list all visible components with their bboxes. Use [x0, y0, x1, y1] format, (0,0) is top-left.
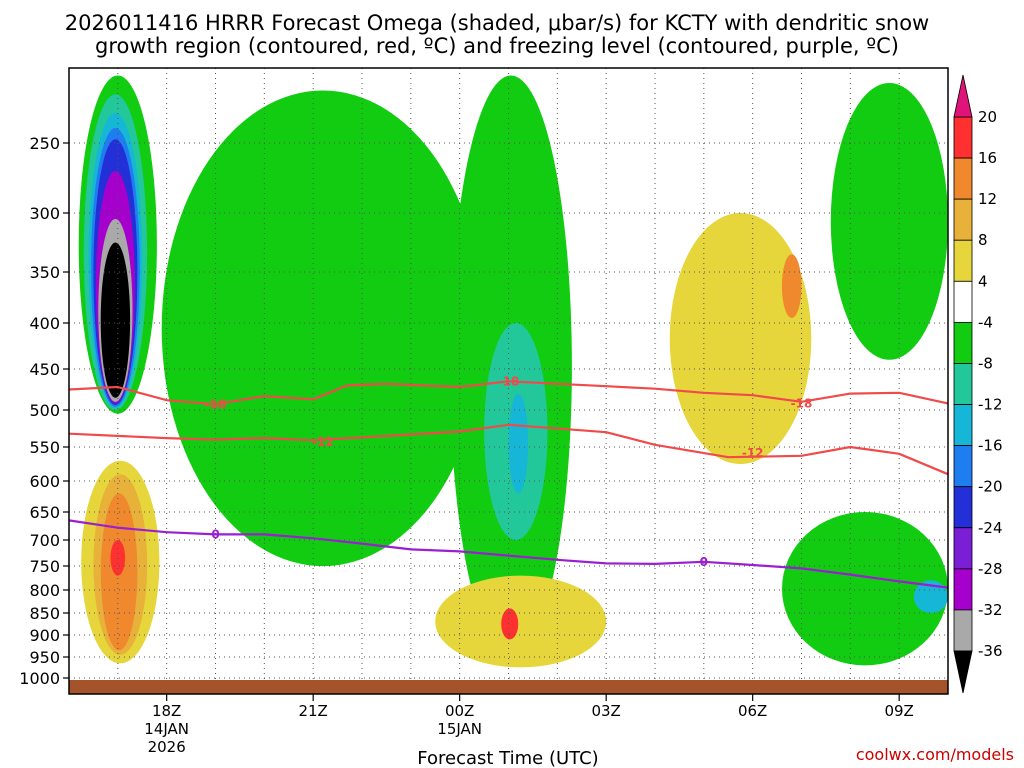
x-tick-label-18Z: 18Z	[152, 702, 181, 720]
contour-label-dgz-minus18-1: -18	[498, 374, 520, 388]
contour-dgz-minus12	[68, 423, 949, 476]
x-tick-label-09Z: 09Z	[884, 702, 913, 720]
chart-title-line-2: growth region (contoured, red, ºC) and f…	[95, 34, 899, 58]
contour-label-dgz-minus12-1: -12	[742, 446, 764, 460]
colorbar-bin-6	[953, 363, 973, 405]
omega-region-green-right-low	[782, 512, 948, 666]
contour-label-freezing-level-0: 0	[211, 527, 219, 541]
y-tick-label-950: 950	[29, 648, 60, 667]
y-axis: 250 300 350 400 450 500 550 600 650 700 750 800 850 9…	[19, 134, 69, 688]
colorbar-bin-9	[953, 486, 973, 529]
colorbar-bin-1	[953, 157, 973, 200]
x-axis-title: Forecast Time (UTC)	[417, 748, 598, 768]
x-tick-label-03Z: 03Z	[591, 702, 620, 720]
surface-terrain-band	[69, 680, 948, 694]
y-tick-label-750: 750	[29, 557, 60, 576]
colorbar-label-12: -32	[978, 601, 1003, 619]
colorbar-label-3: 8	[978, 231, 988, 249]
y-tick-label-900: 900	[29, 626, 60, 645]
contour-dgz-minus18	[68, 380, 949, 406]
colorbar-label-0: 20	[978, 108, 997, 126]
temperature-contours: -18 -18 -18 -12 -12 0 0	[68, 374, 949, 589]
colorbar-label-11: -28	[978, 560, 1003, 578]
colorbar-bin-0	[953, 116, 973, 159]
colorbar-label-4: 4	[978, 272, 988, 290]
x-tick-year-18Z: 2026	[148, 738, 186, 756]
credit-text[interactable]: coolwx.com/models	[856, 745, 1014, 764]
y-tick-label-600: 600	[29, 472, 60, 491]
colorbar-bin-8	[953, 445, 973, 488]
y-tick-label-700: 700	[29, 531, 60, 550]
x-tick-date-00Z: 15JAN	[437, 720, 482, 738]
y-tick-label-450: 450	[29, 360, 60, 379]
y-tick-label-650: 650	[29, 503, 60, 522]
y-tick-label-550: 550	[29, 438, 60, 457]
contour-label-freezing-level-1: 0	[700, 555, 708, 569]
colorbar-over-triangle	[953, 74, 973, 118]
colorbar: 20 16 12 8 4 -4 -8 -12 -16 -20 -24 -28 -32 -36	[953, 74, 1003, 694]
omega-region-yellow-06z	[669, 213, 812, 464]
y-tick-label-500: 500	[29, 401, 60, 420]
colorbar-bin-11	[953, 568, 973, 611]
y-tick-label-400: 400	[29, 314, 60, 333]
y-tick-label-800: 800	[29, 581, 60, 600]
colorbar-label-13: -36	[978, 642, 1003, 660]
colorbar-label-7: -12	[978, 396, 1003, 414]
omega-region-green-band-upper	[161, 90, 485, 567]
omega-region-yellow-850	[435, 575, 607, 668]
x-tick-label-06Z: 06Z	[738, 702, 767, 720]
colorbar-label-9: -20	[978, 478, 1003, 496]
y-tick-label-300: 300	[29, 204, 60, 223]
colorbar-bin-3	[953, 239, 973, 282]
y-tick-label-350: 350	[29, 263, 60, 282]
colorbar-label-1: 16	[978, 149, 997, 167]
contour-label-dgz-minus12-0: -12	[312, 435, 334, 449]
colorbar-label-6: -8	[978, 354, 993, 372]
colorbar-label-8: -16	[978, 437, 1003, 455]
omega-region-descent-low-17z-red	[110, 540, 126, 576]
x-tick-date-18Z: 14JAN	[144, 720, 189, 738]
omega-region-green-right	[830, 83, 949, 360]
colorbar-bin-10	[953, 527, 973, 570]
omega-region-ascent-core-17z-black	[100, 242, 131, 398]
contour-label-dgz-minus18-2: -18	[791, 396, 813, 410]
colorbar-bin-7	[953, 404, 973, 447]
omega-region-red-850	[501, 608, 519, 640]
colorbar-under-triangle	[953, 650, 973, 694]
chart-title-line-1: 2026011416 HRRR Forecast Omega (shaded, …	[65, 11, 929, 35]
colorbar-label-2: 12	[978, 190, 997, 208]
x-tick-label-21Z: 21Z	[298, 702, 327, 720]
omega-region-cyan-right-low	[913, 580, 949, 613]
y-tick-label-250: 250	[29, 134, 60, 153]
colorbar-label-5: -4	[978, 313, 993, 331]
colorbar-bin-4	[953, 280, 973, 323]
grid-lines	[69, 68, 948, 680]
y-tick-label-1000: 1000	[19, 669, 60, 688]
omega-region-orange-06z	[781, 254, 802, 318]
omega-region-cyan-mid	[508, 393, 529, 494]
contour-freezing-level	[68, 519, 949, 589]
colorbar-bin-2	[953, 198, 973, 241]
plot-frame	[68, 67, 949, 695]
y-tick-label-850: 850	[29, 604, 60, 623]
colorbar-bin-12	[953, 609, 973, 652]
contour-label-dgz-minus18-0: -18	[205, 397, 227, 411]
omega-shading	[78, 75, 949, 668]
colorbar-label-10: -24	[978, 519, 1003, 537]
x-tick-label-00Z: 00Z	[445, 702, 474, 720]
colorbar-bin-5	[953, 321, 973, 364]
